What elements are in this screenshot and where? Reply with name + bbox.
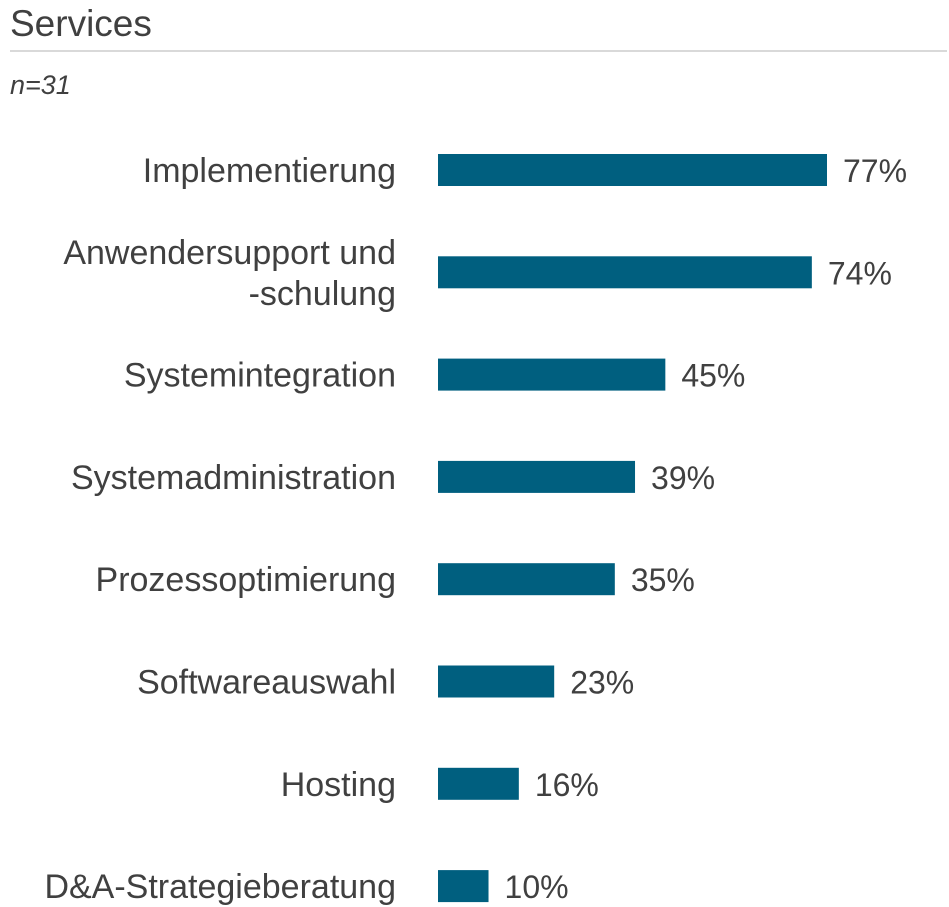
- bar-7: [438, 870, 489, 903]
- category-label-3: Systemadministration: [71, 459, 396, 497]
- value-label-4: 35%: [631, 562, 695, 598]
- title-divider: [10, 50, 947, 52]
- bar-0: [438, 154, 827, 186]
- value-label-0: 77%: [843, 153, 907, 189]
- category-label-2: Systemintegration: [124, 357, 396, 395]
- category-label-6: Hosting: [281, 766, 396, 804]
- category-label-0: Implementierung: [143, 152, 396, 190]
- value-label-7: 10%: [505, 869, 569, 905]
- value-label-1: 74%: [828, 255, 892, 291]
- sample-size-note: n=31: [10, 70, 71, 100]
- value-label-2: 45%: [681, 358, 745, 394]
- bar-6: [438, 767, 519, 800]
- value-label-3: 39%: [651, 460, 715, 496]
- category-label-1-line-0: Anwendersupport und: [63, 234, 396, 272]
- bar-5: [438, 665, 555, 698]
- chart-title: Services: [10, 3, 152, 44]
- bars-layer: 77% Implementierung 74% Anwendersupport und…: [44, 152, 907, 906]
- category-label-4: Prozessoptimierung: [96, 561, 396, 599]
- category-label-5: Softwareauswahl: [137, 664, 396, 702]
- bar-3: [438, 460, 636, 493]
- category-label-1-line-1: -schulung: [249, 275, 396, 313]
- value-label-5: 23%: [570, 665, 634, 701]
- bar-1: [438, 256, 812, 289]
- value-label-6: 16%: [535, 767, 599, 803]
- bar-4: [438, 563, 615, 596]
- bar-2: [438, 358, 666, 391]
- category-label-7: D&A-Strategieberatung: [44, 868, 396, 906]
